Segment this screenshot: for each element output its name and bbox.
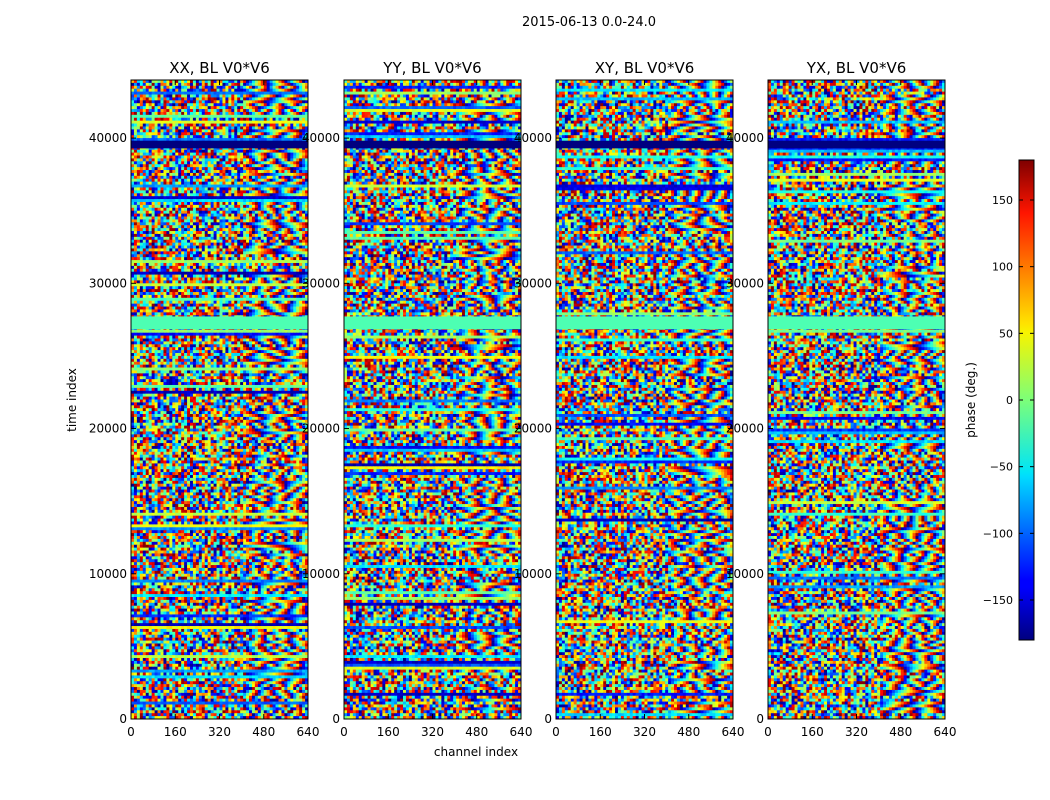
heatmap-cells	[768, 80, 946, 720]
colorbar-tick-label: 100	[992, 261, 1013, 274]
y-tick-label: 20000	[514, 422, 552, 436]
x-tick-label: 480	[465, 725, 488, 739]
x-tick-label: 480	[677, 725, 700, 739]
x-tick-label: 640	[297, 725, 320, 739]
x-tick-label: 0	[764, 725, 772, 739]
x-tick-label: 480	[889, 725, 912, 739]
y-tick-label: 10000	[89, 567, 127, 581]
heatmap-cells	[344, 80, 522, 720]
x-tick-label: 160	[801, 725, 824, 739]
colorbar-tick-label: 50	[999, 327, 1013, 340]
y-tick-label: 20000	[89, 422, 127, 436]
panel-2: XY, BL V0*V6 0 160 320 480 640 0 10000 20000 3000…	[514, 59, 745, 739]
x-tick-label: 640	[722, 725, 745, 739]
heatmap-cells	[556, 80, 734, 720]
y-tick-label: 0	[119, 712, 127, 726]
y-tick-label: 30000	[726, 276, 764, 290]
x-axis-label: channel index	[434, 745, 518, 759]
x-tick-label: 640	[934, 725, 957, 739]
colorbar-tick-label: −100	[983, 527, 1013, 540]
y-tick-label: 10000	[302, 567, 340, 581]
colorbar-ticks: 150 100 50 0 −50 −100 −150	[983, 194, 1034, 607]
figure-title: 2015-06-13 0.0-24.0	[522, 15, 656, 30]
colorbar-tick-label: −50	[990, 461, 1013, 474]
panels: XX, BL V0*V6 0 160 320 480 640 0 10000 20000 3000…	[89, 59, 957, 739]
x-tick-label: 0	[340, 725, 348, 739]
y-tick-label: 10000	[726, 567, 764, 581]
y-tick-label: 30000	[302, 276, 340, 290]
x-tick-label: 480	[252, 725, 275, 739]
x-tick-label: 0	[552, 725, 560, 739]
panel-1: YY, BL V0*V6 0 160 320 480 640 0 10000 20000 3000…	[302, 59, 533, 739]
panel-title: YX, BL V0*V6	[806, 59, 907, 77]
x-tick-label: 320	[845, 725, 868, 739]
heatmap-cells	[131, 80, 309, 720]
y-tick-label: 40000	[726, 131, 764, 145]
y-tick-label: 30000	[514, 276, 552, 290]
y-tick-label: 0	[332, 712, 340, 726]
y-tick-label: 20000	[726, 422, 764, 436]
y-axis-label: time index	[65, 368, 79, 432]
y-tick-label: 0	[756, 712, 764, 726]
y-tick-label: 20000	[302, 422, 340, 436]
x-tick-label: 0	[127, 725, 135, 739]
y-tick-label: 40000	[302, 131, 340, 145]
y-tick-label: 40000	[514, 131, 552, 145]
panel-0: XX, BL V0*V6 0 160 320 480 640 0 10000 20000 3000…	[89, 59, 320, 739]
y-tick-label: 30000	[89, 276, 127, 290]
y-tick-label: 0	[544, 712, 552, 726]
panel-3: YX, BL V0*V6 0 160 320 480 640 0 10000 20000 3000…	[726, 59, 957, 739]
x-tick-label: 640	[510, 725, 533, 739]
x-tick-label: 320	[421, 725, 444, 739]
x-tick-label: 320	[633, 725, 656, 739]
y-tick-label: 40000	[89, 131, 127, 145]
x-tick-label: 320	[208, 725, 231, 739]
y-tick-label: 10000	[514, 567, 552, 581]
x-tick-label: 160	[377, 725, 400, 739]
colorbar-tick-label: 150	[992, 194, 1013, 207]
panel-title: YY, BL V0*V6	[382, 59, 481, 77]
colorbar: 150 100 50 0 −50 −100 −150 phase (deg.)	[964, 159, 1035, 641]
colorbar-tick-label: −150	[983, 594, 1013, 607]
x-tick-label: 160	[589, 725, 612, 739]
x-tick-label: 160	[164, 725, 187, 739]
panel-title: XX, BL V0*V6	[169, 59, 270, 77]
colorbar-tick-label: 0	[1006, 394, 1013, 407]
panel-title: XY, BL V0*V6	[595, 59, 695, 77]
colorbar-label: phase (deg.)	[964, 362, 978, 438]
